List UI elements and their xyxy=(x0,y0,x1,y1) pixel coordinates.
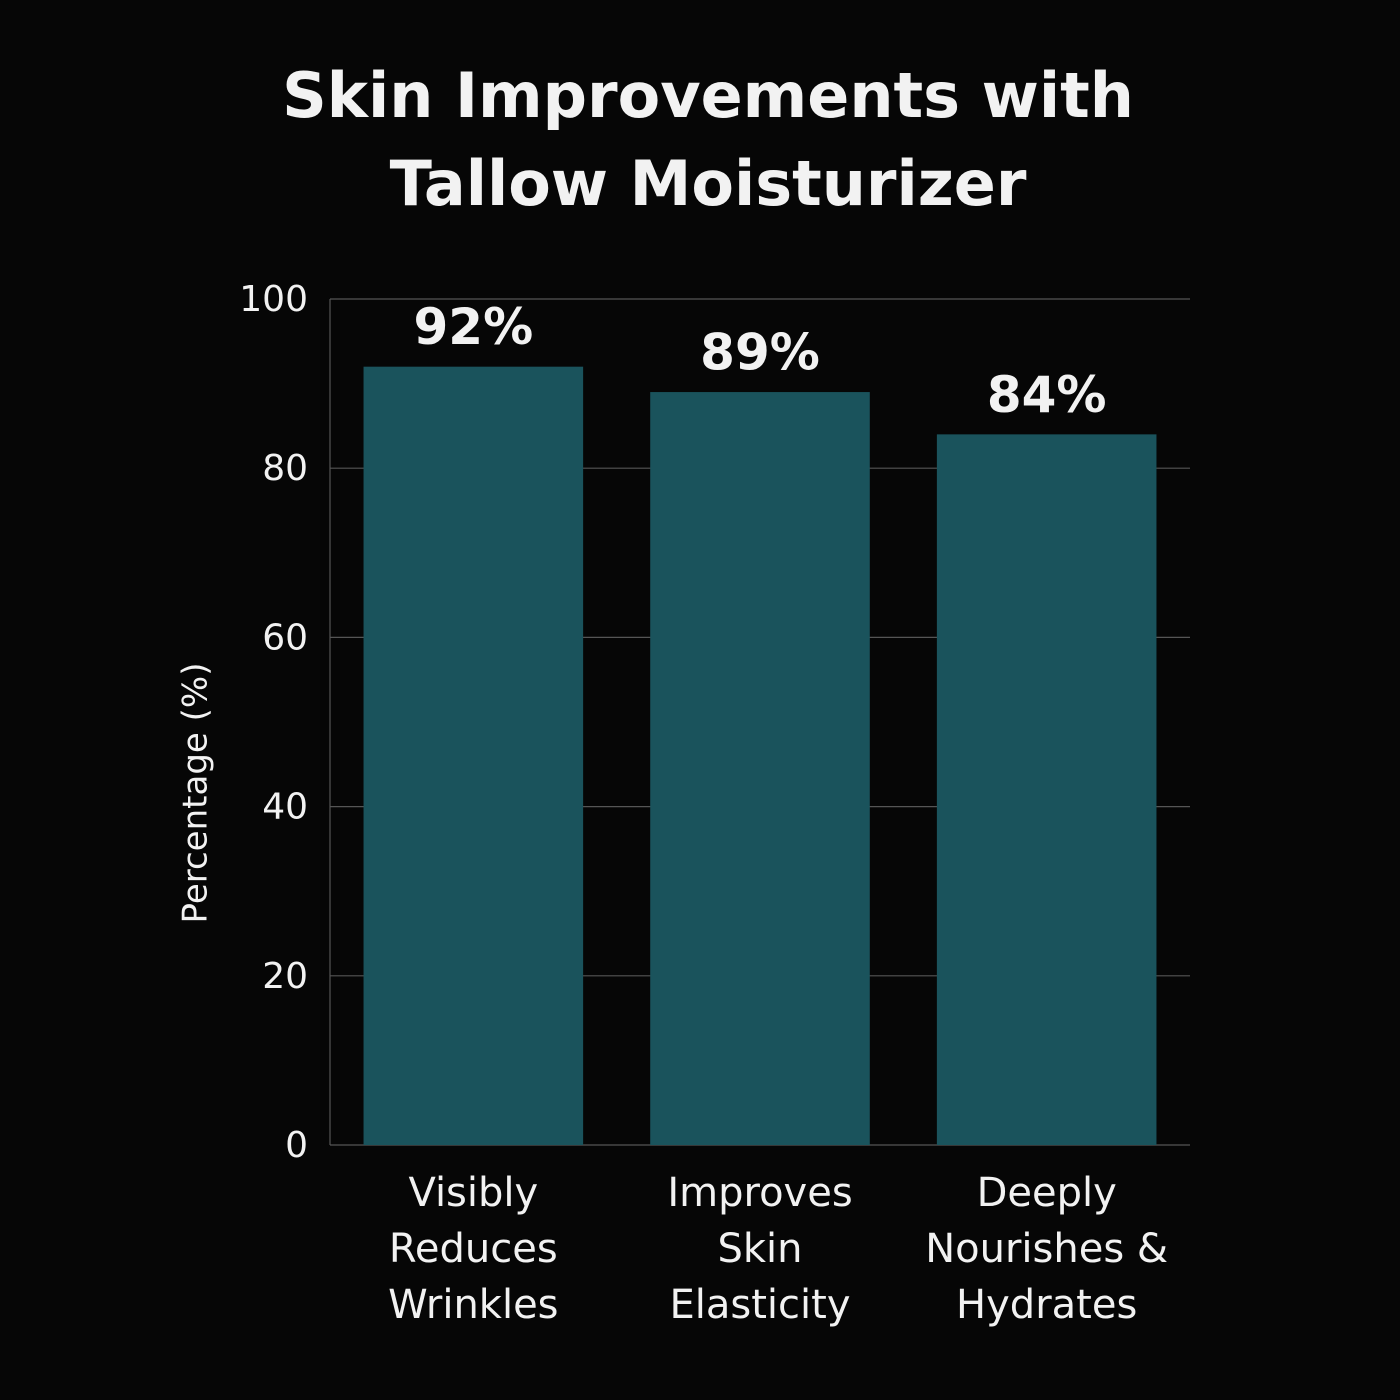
bar xyxy=(936,434,1157,1145)
y-tick-label: 80 xyxy=(262,448,308,489)
bar xyxy=(650,392,870,1145)
value-label: 89% xyxy=(700,324,820,382)
value-label: 92% xyxy=(413,298,533,356)
y-tick-label: 100 xyxy=(239,279,308,320)
y-axis-label: Percentage (%) xyxy=(176,663,216,924)
y-tick-label: 0 xyxy=(285,1125,308,1166)
x-tick-label: Improves Skin Elasticity xyxy=(667,1170,852,1328)
x-tick-label: Deeply Nourishes & Hydrates xyxy=(925,1170,1168,1328)
value-label: 84% xyxy=(987,366,1107,424)
y-tick-label: 20 xyxy=(262,956,308,997)
chart-title: Skin Improvements with Tallow Moisturizer xyxy=(282,59,1134,220)
y-tick-label: 40 xyxy=(262,787,308,828)
y-tick-label: 60 xyxy=(262,617,308,658)
x-tick-label: Visibly Reduces Wrinkles xyxy=(388,1170,558,1328)
bar xyxy=(363,366,584,1145)
